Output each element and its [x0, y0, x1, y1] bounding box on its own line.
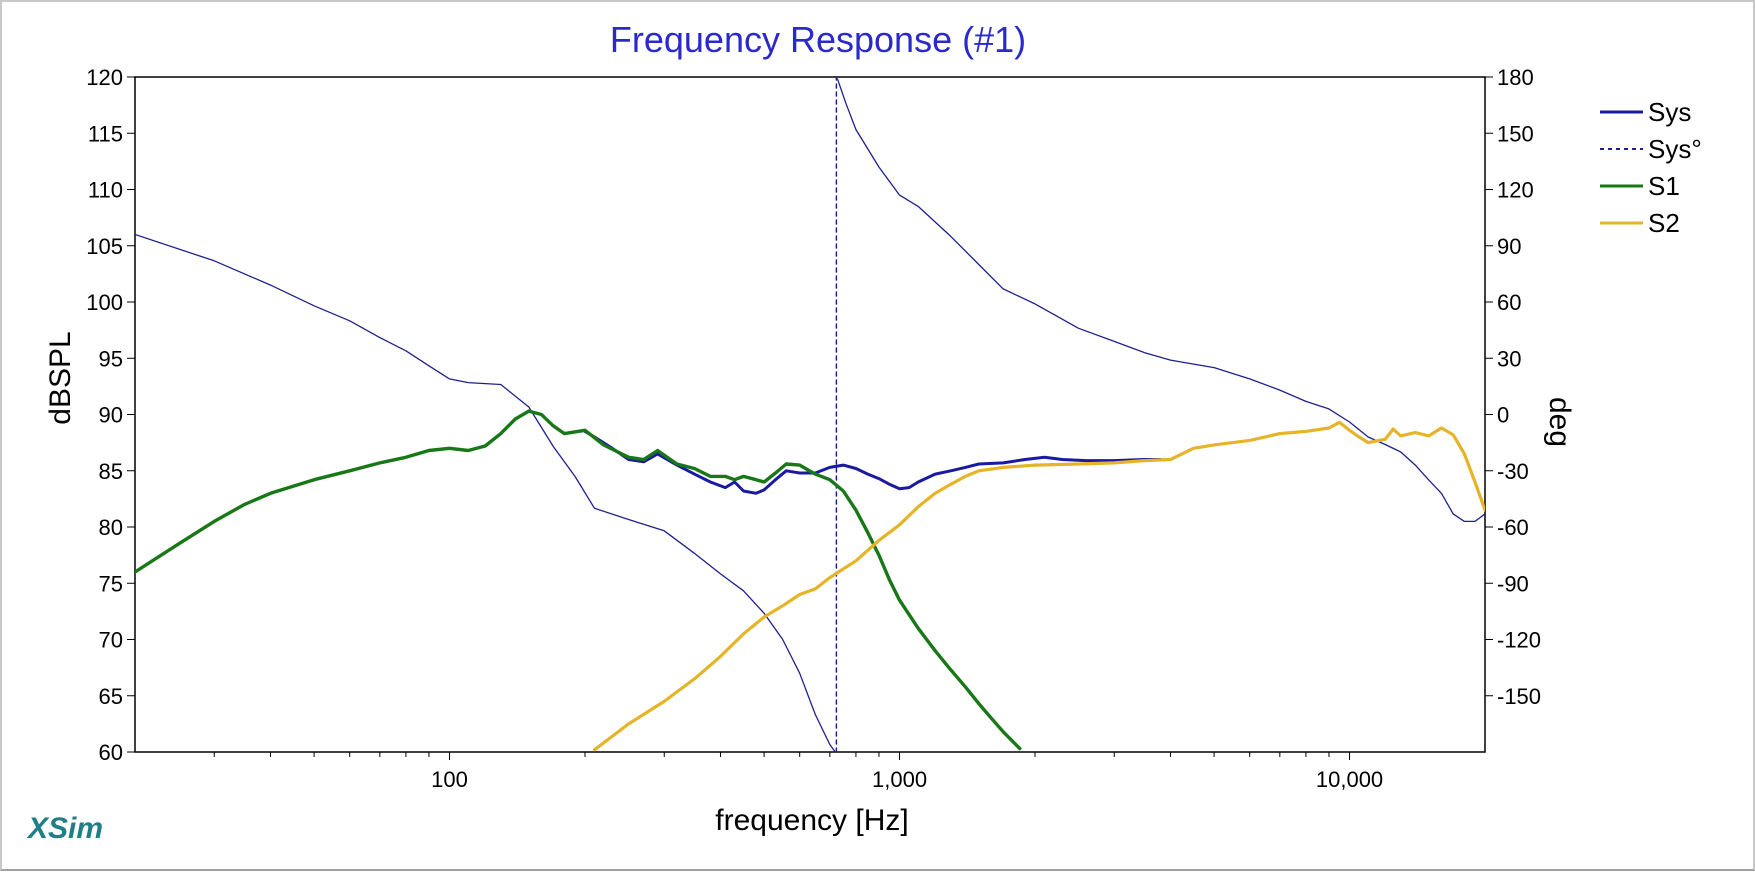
series-line-sys: [583, 429, 1162, 495]
series-layer: [135, 77, 1485, 752]
y2-tick-label: 180: [1497, 65, 1534, 90]
x-tick-label: 10,000: [1316, 767, 1383, 792]
y2-tick-label: -30: [1497, 459, 1529, 484]
y2-tick-label: 150: [1497, 121, 1534, 146]
y2-tick-label: 90: [1497, 234, 1521, 259]
xsim-logo: XSim: [28, 812, 104, 845]
y2-tick-label: -150: [1497, 684, 1541, 709]
y2-tick-label: -120: [1497, 628, 1541, 653]
y-tick-label: 105: [86, 234, 123, 259]
series-line-sys: [135, 233, 836, 752]
y-tick-label: 60: [99, 740, 123, 765]
y2-tick-label: 0: [1497, 403, 1509, 428]
y-tick-label: 80: [99, 515, 123, 540]
y-tick-label: 95: [99, 346, 123, 371]
legend-label: Sys°: [1648, 134, 1702, 164]
series-line-sys: [836, 78, 1485, 523]
y-tick-label: 85: [99, 459, 123, 484]
axes-layer: 60 65 70 75 80 85 90 95 100 105 110 115 120 180 150 120…: [86, 65, 1541, 792]
y-tick-label: 90: [99, 403, 123, 428]
x-tick-label: 100: [431, 767, 468, 792]
y2-tick-label: 60: [1497, 290, 1521, 315]
y-tick-label: 120: [86, 65, 123, 90]
plot-area: [134, 76, 1486, 753]
series-line-s1: [135, 409, 1022, 751]
series-line-s2: [592, 420, 1485, 752]
y2-tick-label: -60: [1497, 515, 1529, 540]
y-axis-label: dBSPL: [44, 331, 77, 424]
legend-label: S1: [1648, 171, 1680, 201]
y2-tick-label: -90: [1497, 571, 1529, 596]
y-tick-label: 115: [88, 121, 123, 146]
y-tick-label: 100: [86, 290, 123, 315]
x-axis-label: frequency [Hz]: [715, 804, 908, 837]
legend: Sys Sys° S1 S2: [1600, 97, 1702, 238]
y-tick-label: 70: [99, 628, 123, 653]
y-tick-label: 75: [99, 571, 123, 596]
y2-tick-label: 30: [1497, 346, 1521, 371]
y2-tick-label: 120: [1497, 178, 1534, 203]
y-tick-label: 110: [88, 178, 123, 203]
chart-title: Frequency Response (#1): [610, 19, 1026, 60]
legend-label: Sys: [1648, 97, 1691, 127]
y2-axis-label: deg: [1543, 397, 1576, 447]
x-tick-label: 1,000: [872, 767, 927, 792]
legend-label: S2: [1648, 208, 1680, 238]
y-tick-label: 65: [99, 684, 123, 709]
